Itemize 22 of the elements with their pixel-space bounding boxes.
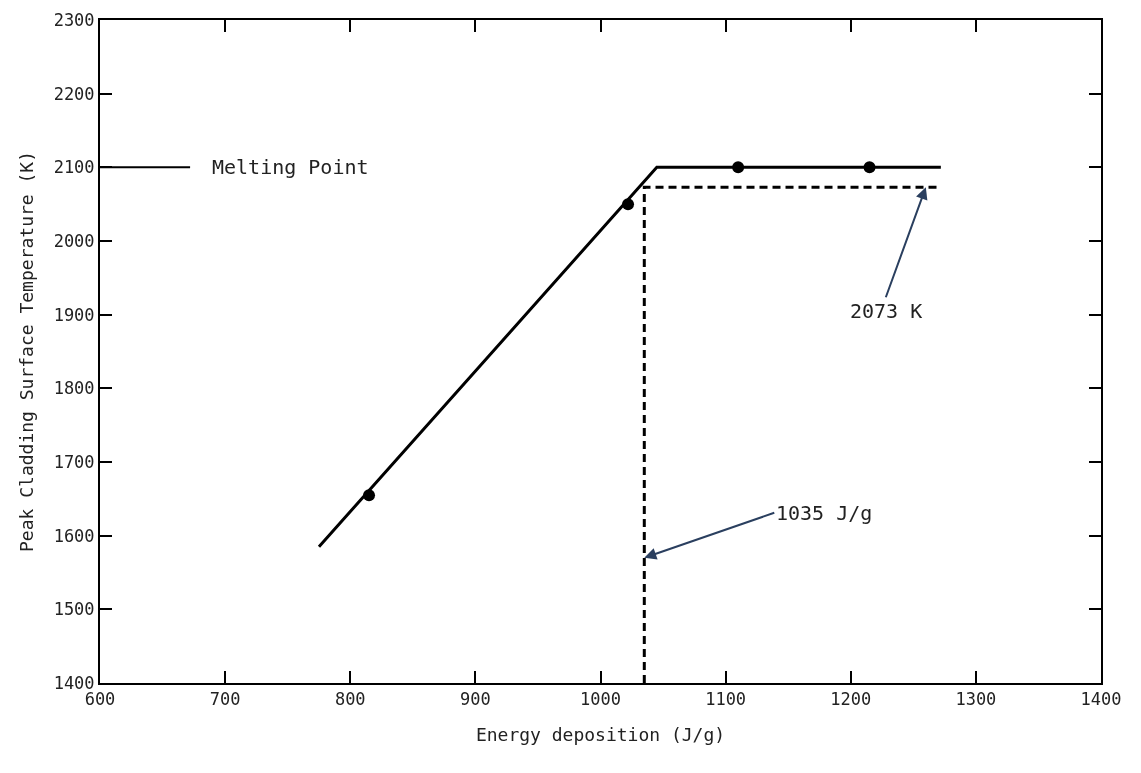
- y-axis-title: Peak Cladding Surface Temperature (K): [16, 151, 38, 552]
- x-tick-label: 1000: [580, 689, 621, 710]
- x-tick-label: 1200: [830, 689, 872, 710]
- y-tick-label: 1700: [53, 451, 95, 472]
- y-tick-label: 1800: [53, 378, 95, 399]
- y-tick-label: 1500: [53, 599, 95, 620]
- y-tick-label: 1600: [53, 525, 95, 546]
- x-tick-label: 800: [334, 689, 366, 710]
- y-tick-label: 1900: [53, 304, 95, 325]
- y-tick-label: 2200: [53, 83, 95, 104]
- x-tick-label: 700: [209, 689, 241, 710]
- x-axis-title: Energy deposition (J/g): [475, 724, 726, 745]
- annotation: 2073 K: [850, 299, 923, 323]
- x-tick-label: 1100: [705, 689, 747, 710]
- y-tick-label: 2100: [53, 157, 95, 178]
- annotation: 1035 J/g: [776, 501, 873, 525]
- y-tick-label: 2000: [53, 230, 95, 251]
- ref-line-label: Melting Point: [212, 155, 369, 179]
- y-tick-label: 2300: [53, 9, 95, 30]
- x-tick-label: 1300: [955, 689, 997, 710]
- x-tick-label: 900: [460, 689, 491, 710]
- x-tick-label: 1400: [1080, 689, 1122, 710]
